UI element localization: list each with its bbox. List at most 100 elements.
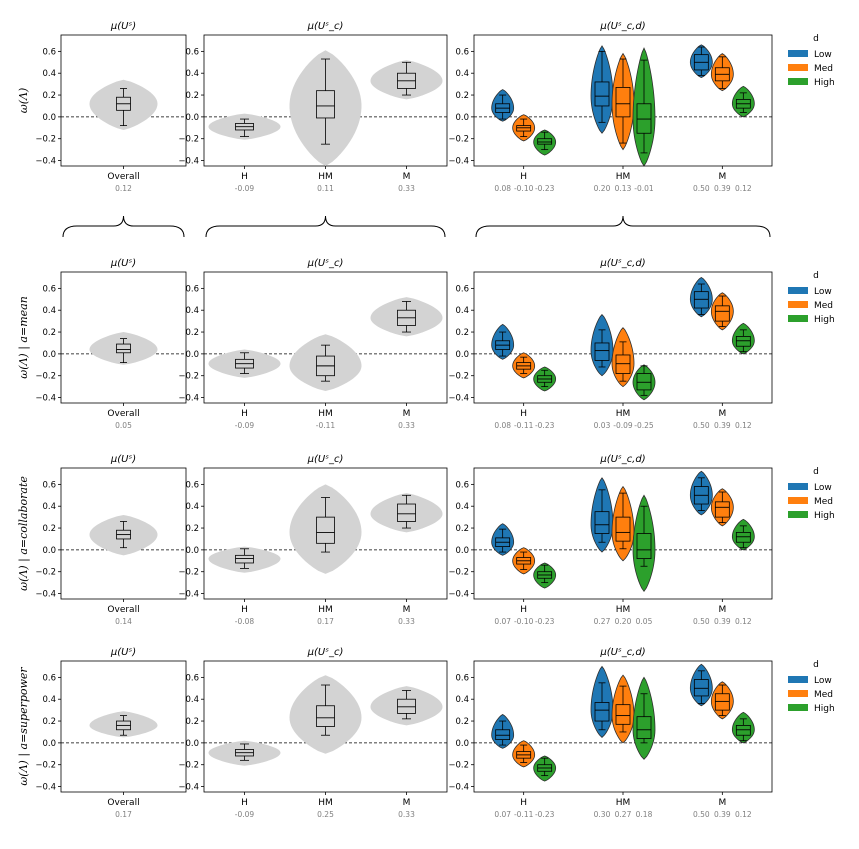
x-tick-label: M <box>403 172 411 182</box>
y-tick-label: 0.2 <box>455 328 469 338</box>
legend-label-high: High <box>814 78 835 88</box>
y-tick-label: −0.2 <box>35 568 56 578</box>
y-tick-label: −0.2 <box>178 135 199 145</box>
y-tick-label: −0.4 <box>35 157 56 167</box>
x-tick-label: HM <box>616 172 631 182</box>
violin-m-high-violin <box>731 85 755 118</box>
violin-hm-med-box <box>615 87 631 118</box>
mean-value-label: 0.13 <box>615 184 632 193</box>
x-tick-label: HM <box>616 798 631 808</box>
y-tick-label: 0.6 <box>455 480 469 490</box>
x-tick-label: Overall <box>107 409 139 419</box>
y-tick-label: −0.2 <box>448 135 469 145</box>
violin-h-low-violin <box>491 523 515 556</box>
x-tick-label: H <box>520 605 527 615</box>
mean-value-label: -0.25 <box>634 421 654 430</box>
violin-hm-med-box <box>615 704 631 725</box>
category-m-violin <box>370 686 443 726</box>
mean-value-label: -0.11 <box>514 810 534 819</box>
legend-label-high: High <box>814 511 835 521</box>
violin-hm-med-box <box>615 354 631 374</box>
y-tick-label: 0.2 <box>42 524 56 534</box>
y-tick-label: 0.4 <box>42 502 56 512</box>
category-h-violin <box>208 740 281 766</box>
legend-label-low: Low <box>814 483 832 493</box>
legend-label-low: Low <box>814 676 832 686</box>
y-tick-label: −0.4 <box>35 394 56 404</box>
y-tick-label: 0.2 <box>455 524 469 534</box>
x-tick-label: H <box>241 409 248 419</box>
category-m-violin <box>370 493 443 533</box>
category-h-violin <box>208 546 281 573</box>
y-tick-label: −0.2 <box>448 761 469 771</box>
legend-swatch-med <box>788 690 808 697</box>
violin-hm-high-box <box>636 716 652 739</box>
panel-title: μ(Uˢ_c) <box>307 258 344 269</box>
violin-h-med-violin <box>512 352 536 379</box>
x-tick-label: H <box>241 605 248 615</box>
y-tick-label: 0.6 <box>185 47 199 57</box>
y-tick-label: 0.0 <box>42 113 56 123</box>
category-h-box <box>235 554 254 564</box>
y-tick-label: −0.4 <box>178 783 199 793</box>
x-tick-label: Overall <box>107 605 139 615</box>
panel-title: μ(Uˢ) <box>110 454 136 465</box>
y-tick-label: −0.4 <box>178 157 199 167</box>
mean-value-label: 0.33 <box>398 810 415 819</box>
mean-value-label: -0.23 <box>535 617 555 626</box>
category-m-violin <box>370 60 443 100</box>
mean-value-label: 0.50 <box>693 421 710 430</box>
violin-hm-low-box <box>594 81 610 107</box>
mean-value-label: 0.05 <box>636 617 653 626</box>
violin-m-high-box <box>735 725 751 736</box>
mean-value-label: -0.23 <box>535 184 555 193</box>
x-tick-label: H <box>520 409 527 419</box>
y-tick-label: 0.0 <box>455 739 469 749</box>
y-tick-label: −0.4 <box>448 783 469 793</box>
y-tick-label: 0.6 <box>42 284 56 294</box>
y-tick-label: −0.2 <box>35 761 56 771</box>
x-tick-label: H <box>520 172 527 182</box>
legend-label-med: Med <box>814 690 833 700</box>
y-tick-label: 0.0 <box>185 546 199 556</box>
curly-brace-0 <box>62 215 185 238</box>
violin-hm-low-violin <box>590 45 614 134</box>
x-tick-label: H <box>241 172 248 182</box>
mean-value-label: 0.50 <box>693 617 710 626</box>
legend-title: d <box>813 271 819 281</box>
mean-value-label: -0.09 <box>613 421 633 430</box>
category-hm-violin <box>289 334 362 391</box>
violin-hm-low-box <box>594 702 610 722</box>
legend-swatch-low <box>788 50 808 57</box>
mean-value-label: -0.09 <box>235 421 255 430</box>
mean-value-label: -0.23 <box>535 810 555 819</box>
panel-title: μ(Uˢ) <box>110 647 136 658</box>
x-tick-label: M <box>718 409 726 419</box>
y-tick-label: 0.4 <box>455 306 469 316</box>
mean-value-label: -0.08 <box>235 617 255 626</box>
mean-value-label: -0.09 <box>235 184 255 193</box>
violin-m-med-box <box>714 305 730 322</box>
violin-h-med-violin <box>512 740 536 768</box>
y-tick-label: 0.4 <box>455 695 469 705</box>
x-tick-label: M <box>718 605 726 615</box>
y-tick-label: 0.6 <box>185 284 199 294</box>
legend-swatch-low <box>788 676 808 683</box>
overall-violin <box>89 79 158 130</box>
violin-hm-med-violin <box>611 52 635 151</box>
category-m-box <box>397 698 416 714</box>
y-tick-label: −0.2 <box>448 372 469 382</box>
x-tick-label: M <box>403 409 411 419</box>
mean-value-label: 0.50 <box>693 810 710 819</box>
x-tick-label: H <box>520 798 527 808</box>
violin-m-low-violin <box>689 276 713 318</box>
violin-m-low-box <box>693 291 709 309</box>
violin-h-low-violin <box>491 89 515 122</box>
violin-hm-low-box <box>594 342 610 361</box>
mean-value-label: 0.39 <box>714 617 731 626</box>
x-tick-label: M <box>403 798 411 808</box>
panel-title: μ(Uˢ_c,d) <box>599 258 645 269</box>
y-tick-label: 0.4 <box>185 695 199 705</box>
row-y-label: ω(Λ) | a=mean <box>17 296 31 379</box>
category-hm-box <box>316 90 335 119</box>
